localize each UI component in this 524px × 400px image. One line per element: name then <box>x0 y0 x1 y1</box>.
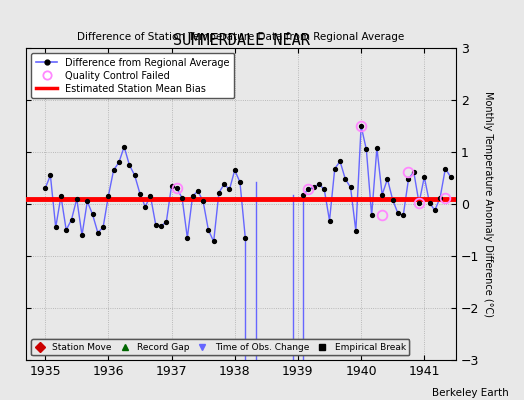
Legend: Station Move, Record Gap, Time of Obs. Change, Empirical Break: Station Move, Record Gap, Time of Obs. C… <box>31 339 409 356</box>
Text: Berkeley Earth: Berkeley Earth <box>432 388 508 398</box>
Y-axis label: Monthly Temperature Anomaly Difference (°C): Monthly Temperature Anomaly Difference (… <box>483 91 493 317</box>
Title: SUMMERDALE NEAR: SUMMERDALE NEAR <box>172 33 310 48</box>
Text: Difference of Station Temperature Data from Regional Average: Difference of Station Temperature Data f… <box>78 32 405 42</box>
